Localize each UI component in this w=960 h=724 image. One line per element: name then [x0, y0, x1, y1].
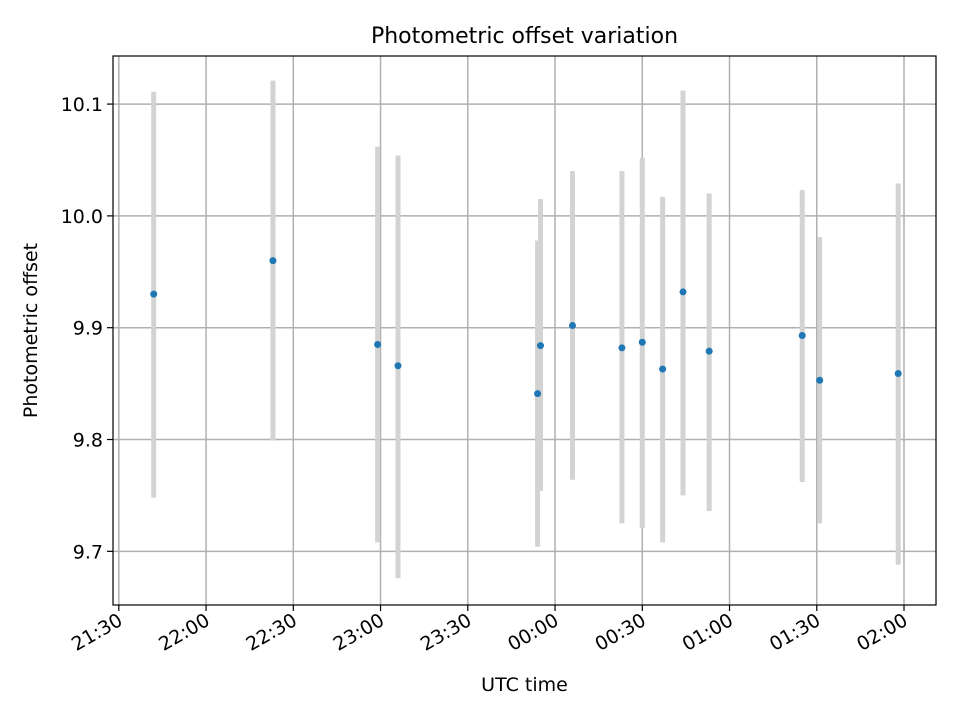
y-tick-label: 9.8	[73, 430, 103, 452]
data-point	[534, 390, 542, 398]
plot-frame	[112, 55, 937, 606]
y-tick-label: 10.0	[61, 206, 103, 228]
data-point	[659, 365, 667, 373]
y-axis-ticks: 9.7 9.8 9.9 10.0 10.1	[61, 94, 113, 563]
data-point	[679, 288, 687, 296]
grid	[113, 56, 936, 605]
data-point	[816, 376, 824, 384]
data-point	[568, 321, 576, 329]
y-tick-label: 10.1	[61, 94, 103, 116]
y-tick-label: 9.9	[73, 318, 103, 340]
y-tick-label: 9.7	[73, 541, 103, 563]
data-point	[374, 340, 382, 348]
data-point	[894, 370, 902, 378]
x-axis-label: UTC time	[481, 674, 568, 696]
data-point	[394, 362, 402, 370]
data-point	[705, 347, 713, 355]
data-point	[269, 257, 277, 265]
data-point	[638, 338, 646, 346]
y-axis-label: Photometric offset	[20, 243, 42, 418]
data-points	[150, 257, 902, 398]
data-point	[150, 290, 158, 298]
data-point	[618, 344, 626, 352]
chart-title: Photometric offset variation	[371, 24, 678, 49]
data-point	[798, 332, 806, 340]
data-point	[536, 342, 544, 350]
